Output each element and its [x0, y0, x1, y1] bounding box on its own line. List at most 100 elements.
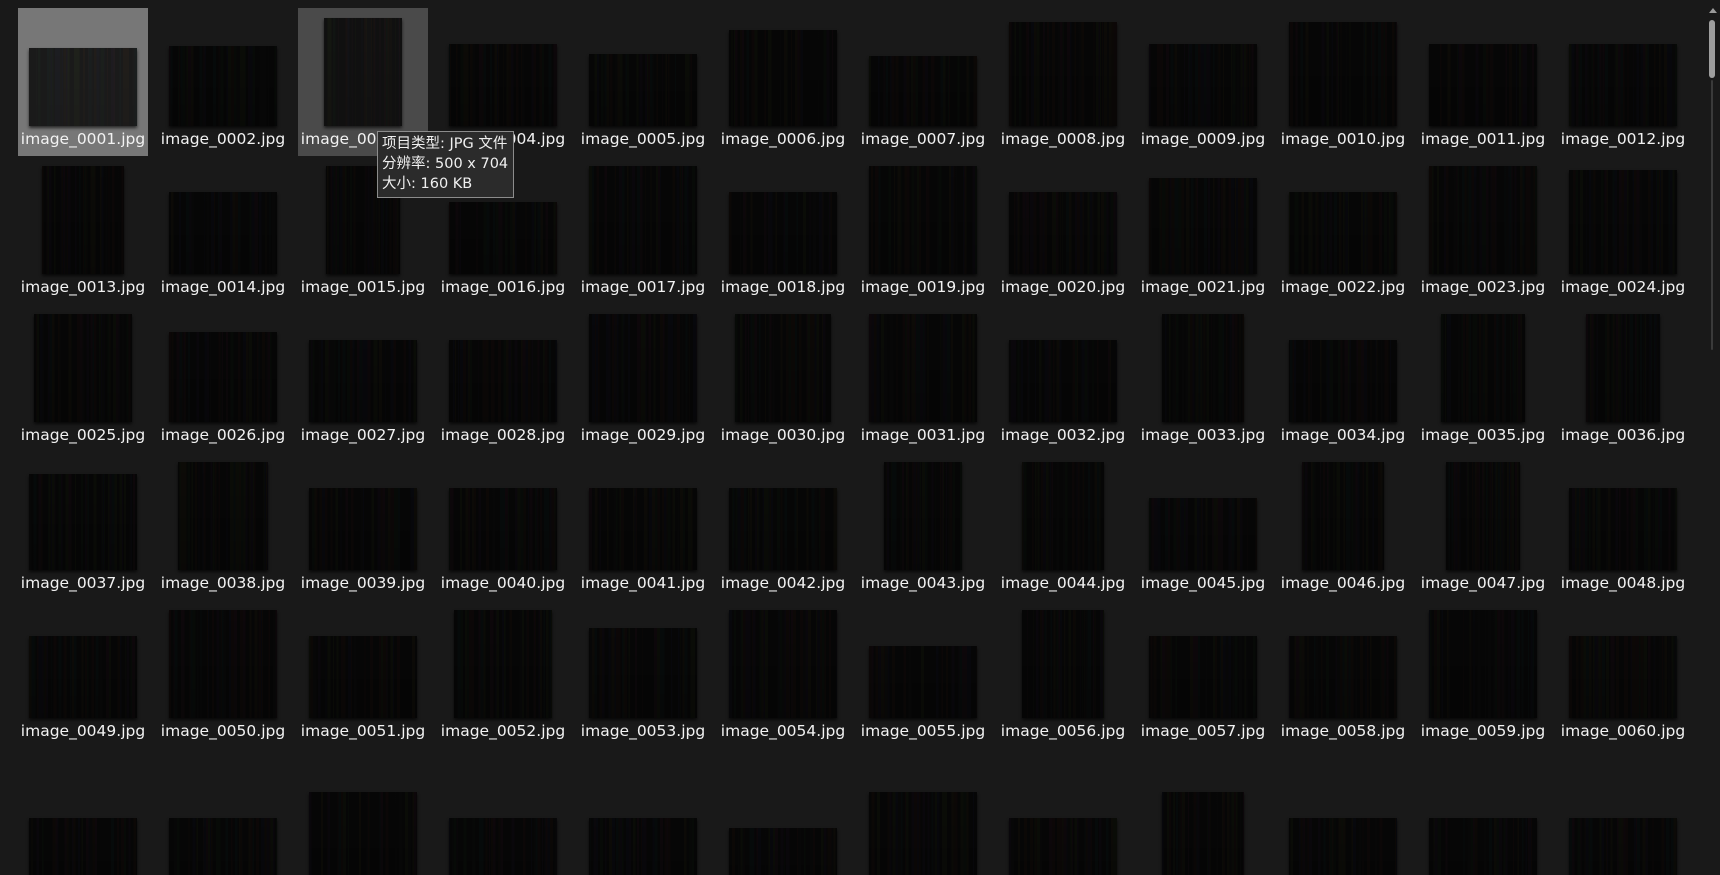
file-tile[interactable]: image_0036.jpg [1558, 304, 1688, 452]
file-tile[interactable] [858, 748, 988, 875]
file-tile[interactable] [158, 748, 288, 875]
thumbnail-image [42, 166, 124, 274]
thumbnail-image [29, 636, 137, 718]
file-tile[interactable]: image_0041.jpg [578, 452, 708, 600]
file-name-label: image_0038.jpg [160, 574, 286, 592]
file-tile[interactable]: image_0001.jpg [18, 8, 148, 156]
file-tile[interactable]: image_0015.jpg [298, 156, 428, 304]
file-tile[interactable]: image_0005.jpg [578, 8, 708, 156]
file-tile[interactable]: image_0048.jpg [1558, 452, 1688, 600]
file-tile[interactable]: image_0056.jpg [998, 600, 1128, 748]
file-tile[interactable]: image_0011.jpg [1418, 8, 1548, 156]
file-tile[interactable]: image_0024.jpg [1558, 156, 1688, 304]
file-tile[interactable]: image_0034.jpg [1278, 304, 1408, 452]
file-tile[interactable] [578, 748, 708, 875]
file-tile[interactable] [298, 748, 428, 875]
file-tile[interactable]: image_0017.jpg [578, 156, 708, 304]
file-tile[interactable]: image_0018.jpg [718, 156, 848, 304]
file-tile[interactable]: image_0043.jpg [858, 452, 988, 600]
thumbnail-image [1022, 610, 1104, 718]
file-tile[interactable] [18, 748, 148, 875]
thumbnail-image [1009, 192, 1117, 274]
file-tile[interactable]: image_0023.jpg [1418, 156, 1548, 304]
file-tile[interactable]: image_0052.jpg [438, 600, 568, 748]
file-tile[interactable]: image_0055.jpg [858, 600, 988, 748]
thumbnail-image [1569, 488, 1677, 570]
file-name-label: image_0060.jpg [1560, 722, 1686, 740]
thumbnail-image [589, 488, 697, 570]
file-tile[interactable]: image_0008.jpg [998, 8, 1128, 156]
file-tile[interactable]: image_0020.jpg [998, 156, 1128, 304]
file-tile[interactable]: image_0038.jpg [158, 452, 288, 600]
file-name-label: image_0033.jpg [1140, 426, 1266, 444]
file-tile[interactable]: image_0059.jpg [1418, 600, 1548, 748]
file-tile[interactable] [1138, 748, 1268, 875]
file-name-label: image_0008.jpg [1000, 130, 1126, 148]
file-tile[interactable]: image_0042.jpg [718, 452, 848, 600]
file-tile[interactable]: image_0058.jpg [1278, 600, 1408, 748]
thumbnail-image [29, 474, 137, 570]
thumbnail-image [1009, 22, 1117, 126]
file-tile[interactable]: image_0019.jpg [858, 156, 988, 304]
file-tile[interactable]: image_0051.jpg [298, 600, 428, 748]
file-name-label: image_0007.jpg [860, 130, 986, 148]
file-name-label: image_0016.jpg [440, 278, 566, 296]
vertical-scrollbar[interactable] [1705, 0, 1720, 875]
file-tile[interactable]: image_0032.jpg [998, 304, 1128, 452]
file-tile[interactable]: image_0022.jpg [1278, 156, 1408, 304]
file-tile[interactable]: image_0027.jpg [298, 304, 428, 452]
file-tile[interactable]: image_0013.jpg [18, 156, 148, 304]
file-tile[interactable]: image_0014.jpg [158, 156, 288, 304]
file-tile[interactable]: image_0009.jpg [1138, 8, 1268, 156]
thumbnail-image [1429, 166, 1537, 274]
file-tile[interactable] [998, 748, 1128, 875]
file-tile[interactable]: image_0050.jpg [158, 600, 288, 748]
file-tile[interactable]: image_0039.jpg [298, 452, 428, 600]
file-tile[interactable]: image_0016.jpg [438, 156, 568, 304]
file-tile[interactable]: image_0037.jpg [18, 452, 148, 600]
file-tooltip: 项目类型: JPG 文件 分辨率: 500 x 704 大小: 160 KB [377, 131, 515, 198]
file-tile[interactable]: image_0029.jpg [578, 304, 708, 452]
file-tile[interactable]: image_0004.jpg [438, 8, 568, 156]
file-tile[interactable] [438, 748, 568, 875]
file-tile[interactable]: image_0040.jpg [438, 452, 568, 600]
file-tile[interactable] [1558, 748, 1688, 875]
scroll-up-arrow-icon[interactable] [1709, 8, 1717, 13]
file-tile[interactable]: image_0057.jpg [1138, 600, 1268, 748]
file-tile[interactable]: image_0028.jpg [438, 304, 568, 452]
file-tile[interactable]: image_0054.jpg [718, 600, 848, 748]
thumbnail-image [178, 462, 268, 570]
file-tile[interactable] [1278, 748, 1408, 875]
file-tile[interactable]: image_0007.jpg [858, 8, 988, 156]
thumbnail-image [1162, 314, 1244, 422]
file-tile[interactable]: image_0021.jpg [1138, 156, 1268, 304]
thumbnail-image [729, 610, 837, 718]
file-tile[interactable] [718, 748, 848, 875]
file-tile[interactable]: image_0044.jpg [998, 452, 1128, 600]
file-tile[interactable]: image_0053.jpg [578, 600, 708, 748]
file-tile[interactable]: image_0047.jpg [1418, 452, 1548, 600]
file-tile[interactable]: image_0031.jpg [858, 304, 988, 452]
file-tile[interactable] [1418, 748, 1548, 875]
file-tile[interactable]: image_0035.jpg [1418, 304, 1548, 452]
file-tile[interactable]: image_0003.jpg [298, 8, 428, 156]
scroll-thumb[interactable] [1709, 20, 1715, 78]
file-tile[interactable]: image_0049.jpg [18, 600, 148, 748]
file-tile[interactable]: image_0026.jpg [158, 304, 288, 452]
file-tile[interactable]: image_0060.jpg [1558, 600, 1688, 748]
file-tile[interactable]: image_0006.jpg [718, 8, 848, 156]
thumbnail-image [1429, 44, 1537, 126]
thumbnail-image [169, 46, 277, 126]
file-name-label: image_0040.jpg [440, 574, 566, 592]
thumbnail-image [1569, 818, 1677, 875]
file-tile[interactable]: image_0033.jpg [1138, 304, 1268, 452]
file-tile[interactable]: image_0045.jpg [1138, 452, 1268, 600]
file-tile[interactable]: image_0010.jpg [1278, 8, 1408, 156]
file-tile[interactable]: image_0046.jpg [1278, 452, 1408, 600]
file-tile[interactable]: image_0012.jpg [1558, 8, 1688, 156]
file-tile[interactable]: image_0025.jpg [18, 304, 148, 452]
file-tile[interactable]: image_0030.jpg [718, 304, 848, 452]
thumbnail-image [1009, 818, 1117, 875]
file-tile[interactable]: image_0002.jpg [158, 8, 288, 156]
thumbnail-image [169, 192, 277, 274]
